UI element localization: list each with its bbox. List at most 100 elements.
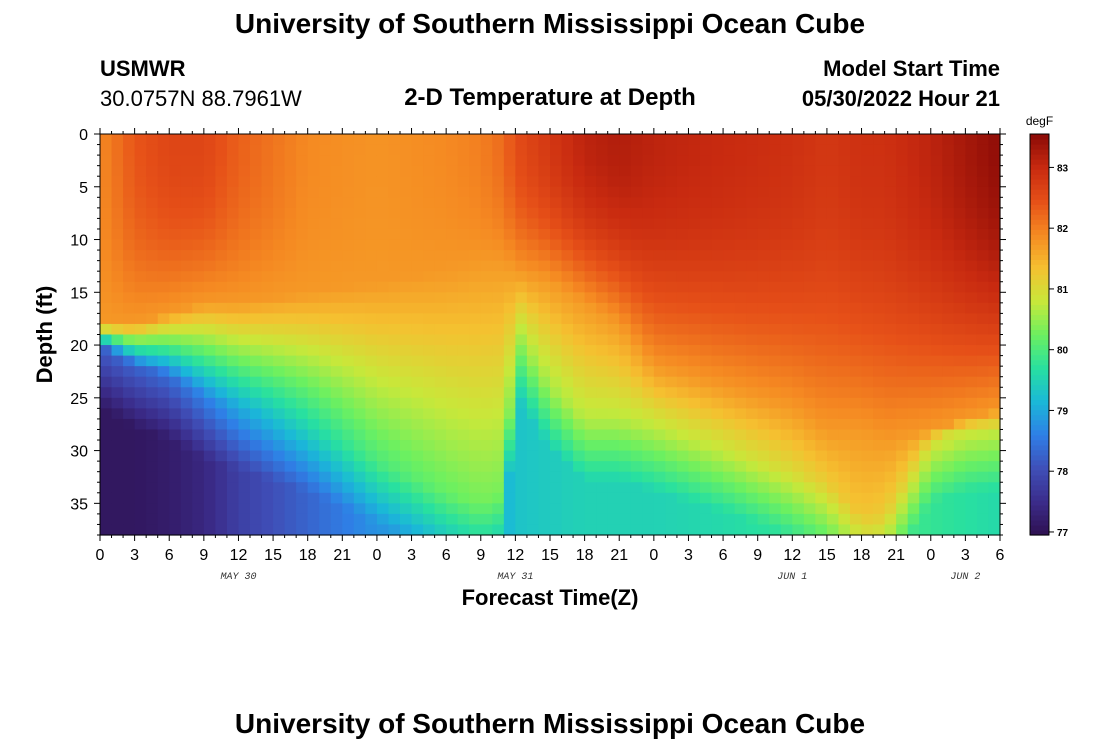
heatmap-cell [169,281,182,293]
heatmap-cell [953,281,966,293]
heatmap-cell [757,503,770,515]
heatmap-cell [319,345,332,357]
heatmap-cell [861,345,874,357]
heatmap-cell [353,408,366,420]
heatmap-cell [134,429,147,441]
heatmap-cell [434,397,447,409]
heatmap-cell [434,366,447,378]
heatmap-cell [861,376,874,388]
heatmap-cell [238,228,251,241]
heatmap-cell [134,492,147,504]
heatmap-cell [411,239,424,251]
heatmap-cell [619,239,632,251]
heatmap-cell [342,302,355,314]
heatmap-cell [734,134,747,146]
heatmap-cell [653,492,666,504]
heatmap-cell [226,397,240,409]
heatmap-cell [469,197,482,209]
heatmap-cell [469,271,482,283]
heatmap-cell [250,260,263,272]
heatmap-cell [630,218,643,230]
heatmap-cell [965,366,978,378]
heatmap-cell [792,292,805,304]
heatmap-cell [515,302,528,314]
heatmap-cell [526,387,540,399]
heatmap-cell [100,323,113,336]
heatmap-cell [665,408,678,420]
heatmap-cell [607,387,620,399]
heatmap-cell [365,366,378,378]
heatmap-cell [873,334,886,346]
heatmap-cell [838,323,851,336]
heatmap-cell [434,292,447,304]
heatmap-cell [146,197,159,209]
heatmap-cell [250,471,263,483]
heatmap-cell [965,345,978,357]
x-tick-label: 9 [753,547,762,564]
heatmap-cell [953,302,966,314]
heatmap-cell [965,397,978,409]
heatmap-cell [907,155,920,167]
heatmap-cell [400,482,413,494]
heatmap-cell [953,524,966,536]
heatmap-cell [526,513,540,526]
heatmap-cell [619,450,632,462]
heatmap-cell [896,418,909,431]
heatmap-cell [584,440,597,452]
colorbar-segment [1030,459,1049,466]
heatmap-cell [273,250,286,262]
colorbar-segment [1030,514,1049,521]
heatmap-cell [573,134,586,146]
heatmap-cell [365,292,378,304]
heatmap-cell [365,176,378,188]
heatmap-cell [284,228,297,241]
heatmap-cell [238,524,251,536]
heatmap-cell [711,334,724,346]
heatmap-cell [665,513,678,526]
heatmap-cell [180,271,193,283]
heatmap-cell [434,492,447,504]
heatmap-cell [803,323,816,336]
heatmap-cell [388,165,401,177]
heatmap-cell [434,165,447,177]
heatmap-cell [261,366,274,378]
heatmap-cell [619,524,632,536]
heatmap-cell [757,492,770,504]
x-tick-label: 0 [926,547,935,564]
heatmap-cell [400,513,413,526]
heatmap-cell [665,429,678,441]
heatmap-cell [803,355,816,367]
heatmap-cell [861,429,874,441]
heatmap-cell [261,292,274,304]
heatmap-cell [457,239,470,251]
heatmap-cell [515,207,528,220]
heatmap-cell [169,471,182,483]
heatmap-cell [261,144,274,156]
heatmap-cell [330,186,343,198]
heatmap-cell [919,429,932,441]
heatmap-cell [492,176,505,188]
heatmap-cell [388,440,401,452]
heatmap-cell [584,228,597,241]
heatmap-cell [850,334,863,346]
heatmap-cell [550,228,563,241]
heatmap-cell [919,250,932,262]
heatmap-cell [700,271,713,283]
heatmap-cell [838,271,851,283]
heatmap-cell [757,186,770,198]
heatmap-cell [434,281,447,293]
heatmap-cell [630,482,643,494]
heatmap-cell [146,218,159,230]
heatmap-cell [676,228,690,241]
heatmap-cell [561,450,574,462]
heatmap-cell [734,271,747,283]
heatmap-cell [642,250,655,262]
heatmap-cell [238,334,251,346]
heatmap-cell [850,461,863,473]
heatmap-cell [803,260,816,272]
heatmap-cell [411,482,424,494]
heatmap-cell [503,302,516,314]
heatmap-cell [330,134,343,146]
heatmap-cell [157,302,170,314]
heatmap-cell [630,155,643,167]
